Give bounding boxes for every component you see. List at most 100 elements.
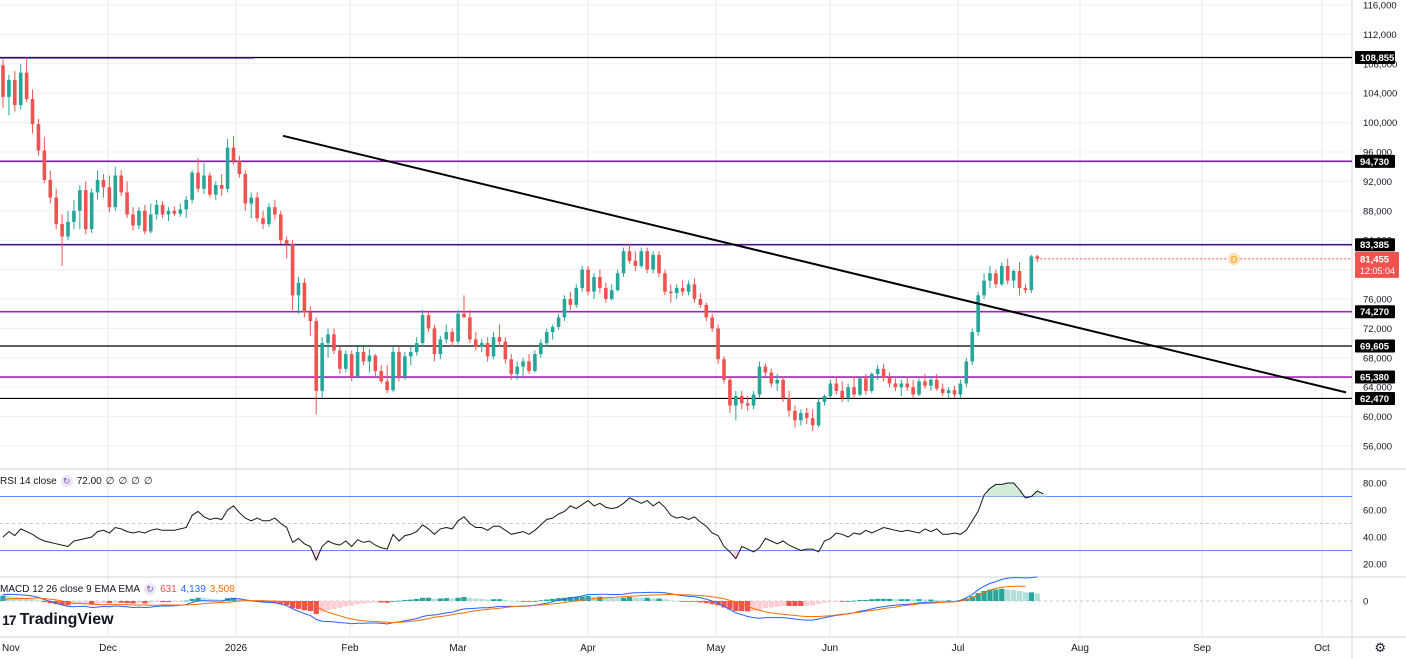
candle-body: [562, 299, 567, 318]
candle-body: [852, 387, 856, 395]
macd-histogram-bar: [136, 601, 142, 604]
macd-histogram-bar: [804, 601, 810, 606]
settings-gear-icon[interactable]: ⚙: [1374, 640, 1386, 655]
macd-histogram-bar: [993, 589, 999, 601]
macd-histogram-bar: [396, 600, 402, 602]
macd-histogram-bar: [124, 601, 130, 604]
candle-body: [196, 172, 200, 189]
macd-legend[interactable]: MACD 12 26 close 9 EMA EMA ↻ 631 4,139 3…: [0, 583, 235, 595]
macd-histogram-bar: [691, 601, 698, 602]
candle-body: [621, 251, 626, 274]
macd-histogram-bar: [112, 601, 118, 603]
candle-body: [1, 65, 5, 97]
candle-body: [414, 343, 419, 352]
macd-histogram-bar: [425, 597, 432, 601]
candle-body: [184, 199, 189, 210]
macd-histogram-bar: [815, 601, 822, 604]
candle-body: [131, 214, 135, 226]
candle-body: [267, 207, 271, 225]
candle-body: [556, 317, 561, 327]
macd-histogram-bar: [987, 589, 993, 601]
candle-body: [751, 394, 756, 406]
macd-histogram-bar: [35, 600, 42, 602]
cycle-icon[interactable]: ↻: [60, 475, 73, 487]
horizontal-levels[interactable]: [0, 56, 1352, 400]
macd-histogram-bar: [437, 598, 443, 601]
candle-body: [680, 287, 685, 292]
macd-histogram-bar: [603, 597, 609, 601]
macd-histogram-bar: [284, 601, 290, 606]
candle-body: [178, 209, 183, 214]
candle-body: [479, 343, 484, 347]
candle-body: [426, 315, 431, 329]
candle-body: [255, 197, 259, 219]
macd-histogram-bar: [792, 601, 798, 607]
macd-hist-value: 631: [160, 583, 177, 595]
macd-histogram-bar: [142, 601, 148, 604]
trendline[interactable]: D: [282, 134, 1352, 394]
rsi-extra-value-3: ∅: [131, 475, 140, 487]
candle-body: [869, 373, 874, 391]
macd-histogram-bar: [685, 601, 692, 602]
rsi-pane: 80.00 60.00 40.00 20.00: [0, 479, 1387, 571]
rsi-legend[interactable]: RSI 14 close ↻ 72.00 ∅ ∅ ∅ ∅: [0, 475, 153, 487]
macd-histogram-bar: [780, 601, 786, 607]
price-axis[interactable]: 116,000 112,000 108,000 104,000 100,000 96,00…: [1355, 1, 1399, 453]
macd-histogram-bar: [650, 598, 656, 601]
macd-histogram-bar: [1016, 590, 1023, 601]
candle-body: [964, 361, 969, 384]
macd-histogram-bar: [201, 598, 207, 601]
macd-histogram-bar: [981, 590, 987, 601]
candle-body: [42, 150, 47, 180]
candle-body: [970, 332, 975, 362]
macd-histogram-bar: [165, 601, 172, 603]
candle-body: [408, 351, 413, 357]
candle-body: [787, 398, 791, 411]
macd-histogram-bar: [360, 601, 367, 604]
macd-histogram-bar: [662, 599, 668, 601]
rsi-oversold-fill: [732, 550, 739, 559]
level-tag: [1355, 51, 1395, 65]
macd-histogram-bar: [999, 588, 1005, 601]
macd-histogram-bar: [189, 598, 195, 601]
cycle-icon[interactable]: ↻: [144, 583, 157, 595]
candle-body: [568, 299, 573, 305]
level-tag: [1355, 154, 1395, 168]
macd-histogram-bar: [768, 601, 774, 608]
candle-body: [722, 359, 726, 380]
candle-body: [54, 197, 58, 225]
macd-histogram-bar: [892, 599, 899, 601]
rsi-overbought-fill: [1004, 483, 1011, 497]
macd-histogram-bar: [130, 601, 136, 604]
tradingview-logo[interactable]: 17 TradingView: [2, 611, 114, 629]
candle-body: [651, 254, 655, 270]
macd-histogram-bar: [638, 597, 644, 601]
candle-body: [278, 214, 283, 241]
level-tag-label: 83,385: [1360, 240, 1390, 251]
rsi-legend-label: RSI 14 close: [0, 475, 57, 487]
price-tick-label: 116,000: [1363, 1, 1397, 12]
time-tick-label: Nov: [2, 643, 20, 654]
macd-histogram-bar: [573, 597, 579, 601]
tradingview-logo-mark: 17: [2, 612, 17, 628]
macd-histogram-bar: [579, 596, 585, 601]
macd-histogram-bar: [455, 597, 461, 601]
macd-histogram-bar: [863, 599, 869, 601]
macd-histogram-bar: [384, 601, 390, 603]
trendline-segment: [282, 134, 1347, 394]
candle-body: [13, 79, 17, 105]
macd-histogram-bar: [236, 598, 243, 601]
macd-histogram-bar: [83, 601, 89, 604]
candle-body: [982, 280, 986, 296]
time-axis[interactable]: Nov Dec 2026 Feb Mar Apr May Jun Jul Aug Sep Oct: [2, 643, 1330, 654]
macd-histogram-bar: [77, 601, 83, 604]
candle-body: [326, 334, 330, 344]
candle-body: [952, 390, 957, 395]
time-tick-label: Aug: [1071, 643, 1089, 654]
macd-histogram-bar: [679, 601, 686, 602]
candle-body: [18, 72, 23, 105]
candle-body: [83, 190, 88, 230]
candle-body: [669, 291, 673, 294]
macd-histogram-bar: [833, 601, 839, 602]
